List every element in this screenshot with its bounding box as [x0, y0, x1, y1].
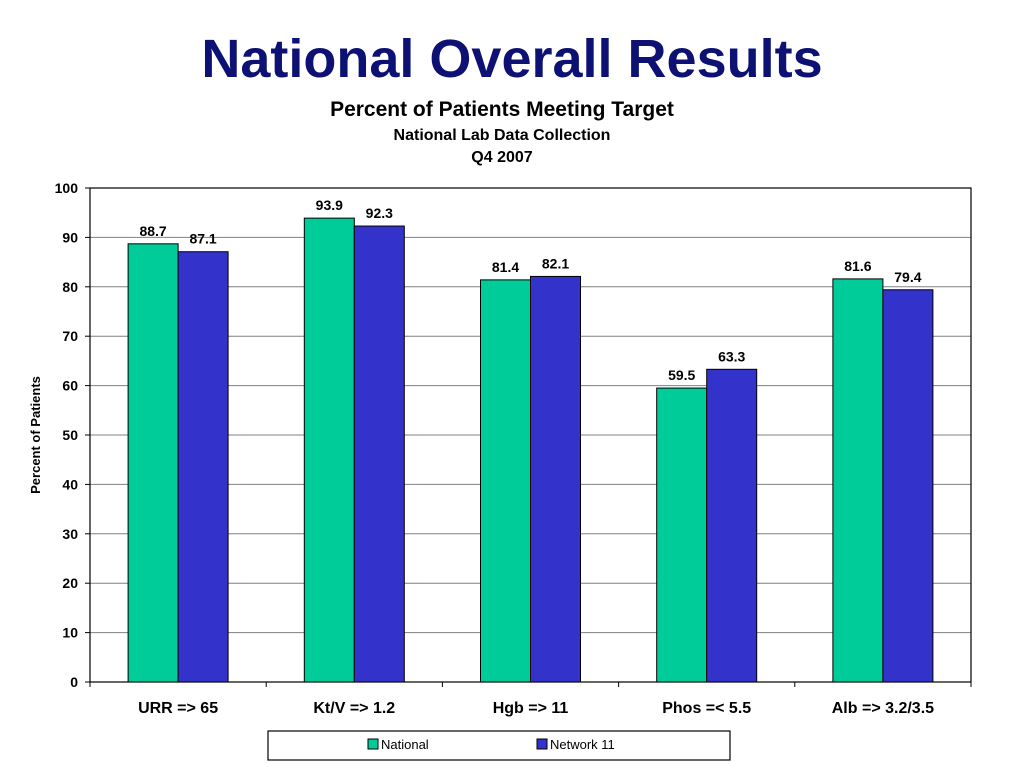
- slide-title: National Overall Results: [201, 29, 823, 89]
- y-tick-label: 30: [62, 526, 78, 542]
- chart-title: Percent of Patients Meeting Target: [330, 98, 674, 121]
- bar-network-11: [177, 251, 229, 683]
- data-label: 93.9: [316, 197, 343, 213]
- y-tick-label: 70: [62, 328, 78, 344]
- legend-swatch: [536, 738, 548, 750]
- y-tick-label: 100: [55, 180, 79, 196]
- x-tick-label: Phos =< 5.5: [662, 700, 751, 717]
- bar-network-11: [706, 368, 758, 683]
- x-tick-label: Alb => 3.2/3.5: [832, 700, 934, 717]
- data-label: 81.6: [844, 258, 871, 274]
- bar-national: [303, 217, 355, 683]
- legend-box: [267, 730, 731, 761]
- y-tick-label: 80: [62, 279, 78, 295]
- bar-network-11: [353, 225, 405, 683]
- x-tick-label: Hgb => 11: [493, 700, 569, 717]
- legend-swatch: [367, 738, 379, 750]
- chart-subtitle-period: Q4 2007: [471, 149, 532, 166]
- bar-network-11: [882, 289, 934, 683]
- data-label: 87.1: [189, 231, 216, 247]
- y-tick-label: 0: [70, 674, 78, 690]
- data-label: 81.4: [492, 259, 519, 275]
- data-label: 82.1: [542, 255, 569, 271]
- bar-network-11: [530, 275, 581, 683]
- bar-national: [480, 279, 531, 683]
- data-label: 59.5: [668, 367, 695, 383]
- y-tick-label: 10: [62, 625, 78, 641]
- data-label: 63.3: [718, 348, 745, 364]
- legend-label: National: [381, 737, 429, 752]
- x-tick-label: URR => 65: [138, 700, 218, 717]
- y-tick-label: 40: [62, 476, 78, 492]
- y-tick-label: 90: [62, 229, 78, 245]
- chart-subtitle: National Lab Data Collection: [394, 127, 611, 144]
- bar-national: [656, 387, 708, 683]
- y-tick-label: 20: [62, 575, 78, 591]
- x-tick-label: Kt/V => 1.2: [313, 700, 395, 717]
- bar-national: [832, 278, 884, 683]
- y-tick-label: 50: [62, 427, 78, 443]
- legend-label: Network 11: [550, 737, 615, 752]
- y-axis-label: Percent of Patients: [28, 376, 43, 494]
- y-tick-label: 60: [62, 378, 78, 394]
- data-label: 79.4: [894, 269, 921, 285]
- bar-national: [127, 243, 179, 683]
- data-label: 88.7: [139, 223, 166, 239]
- data-label: 92.3: [366, 205, 393, 221]
